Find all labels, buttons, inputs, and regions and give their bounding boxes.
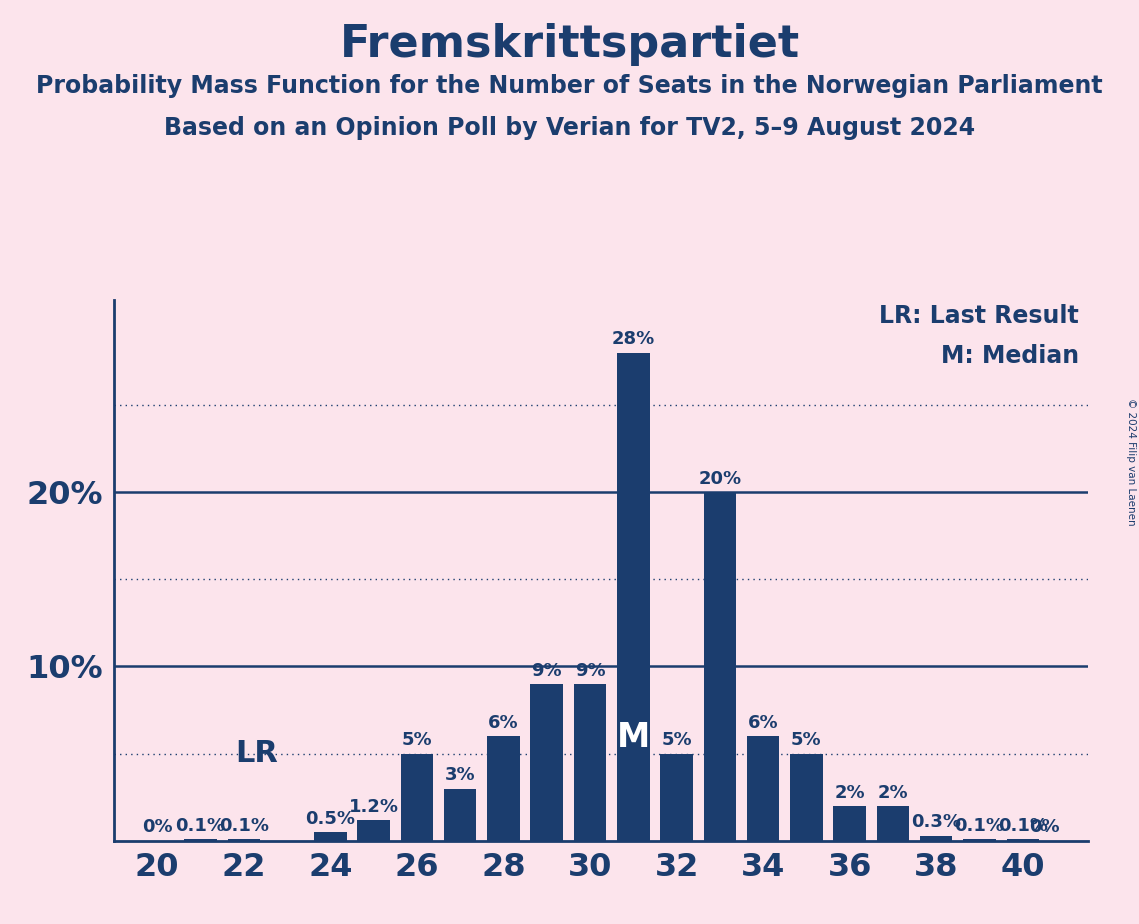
Text: 0.3%: 0.3% [911, 813, 961, 832]
Text: 0.1%: 0.1% [175, 817, 226, 834]
Bar [704, 492, 736, 841]
Text: Based on an Opinion Poll by Verian for TV2, 5–9 August 2024: Based on an Opinion Poll by Verian for T… [164, 116, 975, 140]
Bar [661, 754, 693, 841]
Bar [877, 806, 909, 841]
Text: 0%: 0% [142, 819, 172, 836]
Text: 5%: 5% [792, 731, 821, 749]
Text: M: Median: M: Median [941, 344, 1079, 368]
Bar [358, 820, 390, 841]
Text: 0.1%: 0.1% [998, 817, 1048, 834]
Bar [790, 754, 822, 841]
Text: 0%: 0% [1030, 819, 1059, 836]
Text: 0.5%: 0.5% [305, 809, 355, 828]
Bar [314, 833, 346, 841]
Bar [964, 839, 995, 841]
Text: 2%: 2% [835, 784, 865, 802]
Bar [444, 788, 476, 841]
Bar [834, 806, 866, 841]
Text: 1.2%: 1.2% [349, 797, 399, 816]
Text: 3%: 3% [445, 766, 475, 784]
Text: 6%: 6% [489, 714, 518, 732]
Text: 5%: 5% [662, 731, 691, 749]
Text: 20%: 20% [698, 469, 741, 488]
Text: M: M [616, 721, 650, 754]
Text: © 2024 Filip van Laenen: © 2024 Filip van Laenen [1126, 398, 1136, 526]
Bar [228, 839, 260, 841]
Text: 9%: 9% [532, 662, 562, 679]
Bar [401, 754, 433, 841]
Text: Probability Mass Function for the Number of Seats in the Norwegian Parliament: Probability Mass Function for the Number… [36, 74, 1103, 98]
Text: 9%: 9% [575, 662, 605, 679]
Bar [617, 353, 649, 841]
Text: 2%: 2% [878, 784, 908, 802]
Text: LR: Last Result: LR: Last Result [879, 304, 1079, 328]
Bar [1007, 839, 1039, 841]
Bar [574, 684, 606, 841]
Text: 0.1%: 0.1% [954, 817, 1005, 834]
Bar [185, 839, 216, 841]
Text: 6%: 6% [748, 714, 778, 732]
Text: LR: LR [236, 738, 278, 768]
Bar [920, 835, 952, 841]
Text: 28%: 28% [612, 330, 655, 348]
Text: 0.1%: 0.1% [219, 817, 269, 834]
Text: Fremskrittspartiet: Fremskrittspartiet [339, 23, 800, 67]
Bar [487, 736, 519, 841]
Bar [531, 684, 563, 841]
Bar [747, 736, 779, 841]
Text: 5%: 5% [402, 731, 432, 749]
